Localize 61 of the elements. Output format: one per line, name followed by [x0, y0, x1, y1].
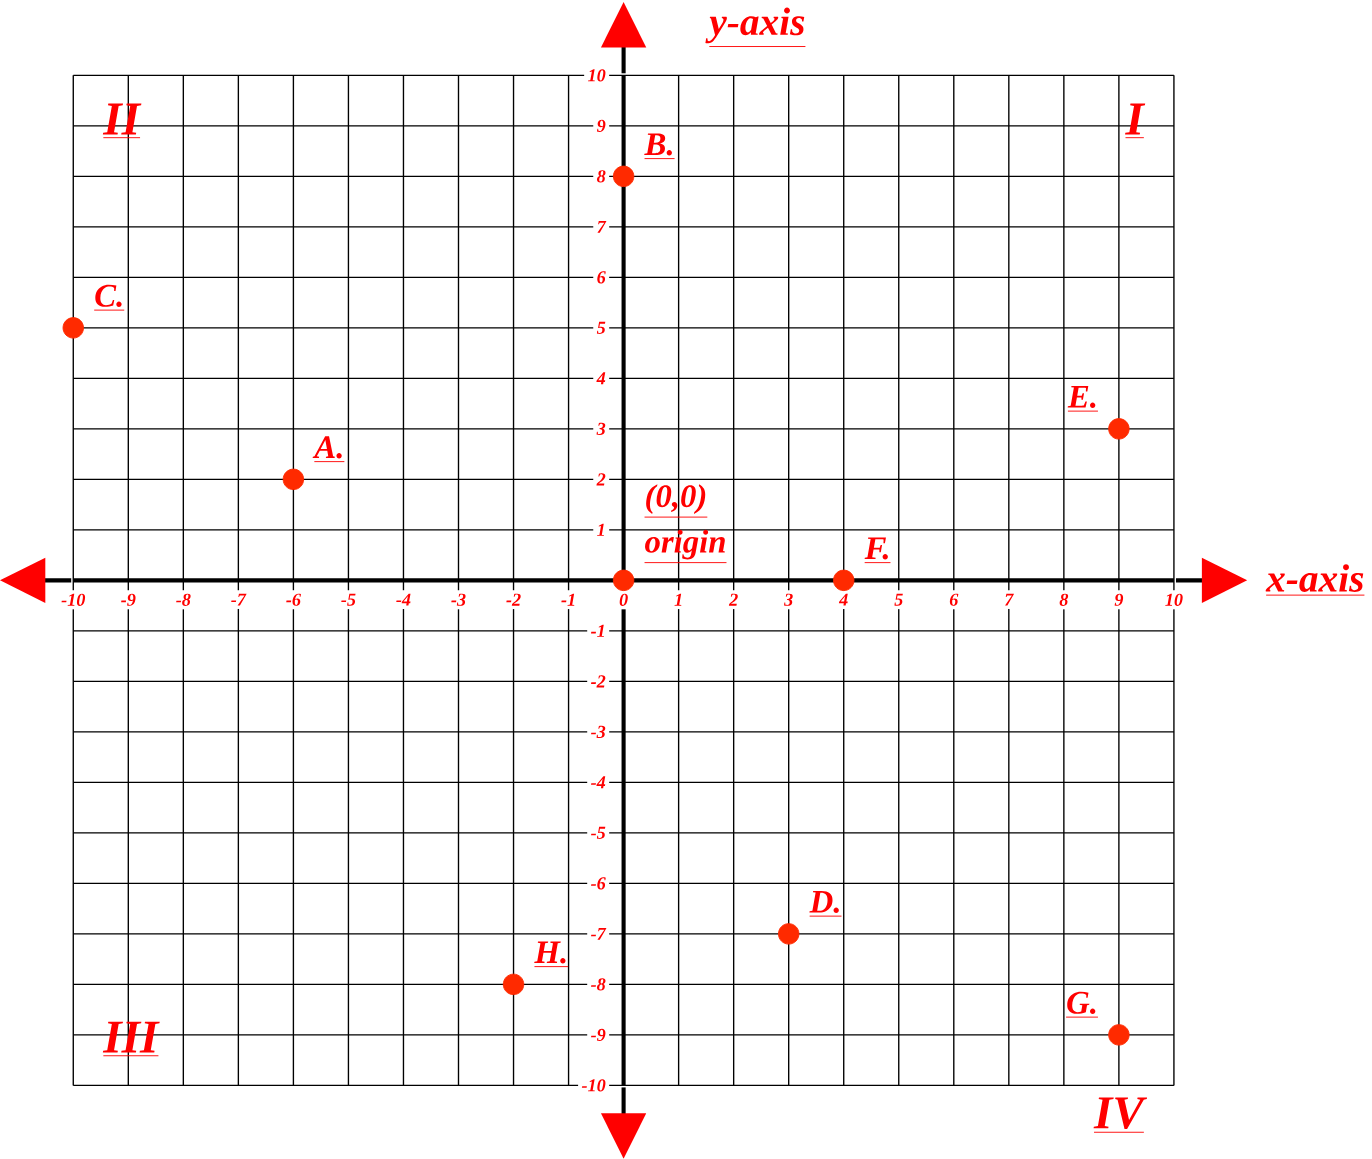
- y-tick-label: -7: [591, 928, 607, 940]
- annotation: E.: [1067, 386, 1096, 409]
- point: [833, 569, 855, 592]
- point: [612, 569, 635, 592]
- y-axis-title: y-axis: [705, 7, 805, 44]
- y-tick-label: 2: [596, 473, 606, 486]
- annotation: C.: [95, 284, 122, 308]
- y-tick-label: 8: [596, 170, 606, 183]
- x-tick-label: 9: [1114, 593, 1124, 607]
- y-tick-label: -10: [581, 1079, 606, 1092]
- point: [1108, 1024, 1130, 1046]
- x-tick-label: 10: [1165, 593, 1183, 607]
- y-tick-label: 4: [596, 372, 606, 385]
- y-tick-label: -1: [591, 625, 604, 638]
- annotation: D.: [809, 891, 839, 914]
- annotation: G.: [1067, 991, 1096, 1015]
- x-tick-label: 6: [949, 593, 959, 607]
- annotation: F.: [864, 537, 888, 560]
- x-tick-label: -10: [61, 593, 86, 607]
- x-tick-label: 8: [1059, 593, 1069, 607]
- y-tick-label: -2: [591, 675, 606, 688]
- y-tick-label: 6: [597, 271, 606, 284]
- point: [282, 468, 305, 491]
- y-tick-label: -9: [591, 1028, 606, 1042]
- x-tick-label: -6: [286, 593, 301, 607]
- x-tick-label: -1: [561, 593, 575, 606]
- point: [778, 923, 800, 945]
- y-tick-label: 9: [596, 119, 606, 133]
- x-tick-label: -4: [396, 593, 411, 606]
- y-tick-label: -6: [591, 877, 606, 890]
- point: [612, 165, 635, 188]
- x-tick-label: 0: [619, 593, 628, 607]
- x-tick-label: 4: [838, 593, 848, 606]
- point: [62, 317, 84, 339]
- text: IV: [1093, 1097, 1148, 1130]
- x-tick-label: -7: [231, 593, 247, 606]
- annotation: H.: [534, 941, 566, 964]
- y-tick-label: 5: [596, 321, 606, 335]
- annotation: A.: [312, 436, 342, 459]
- point: [1108, 418, 1130, 440]
- point: [502, 973, 525, 996]
- y-tick-label: 3: [596, 422, 606, 436]
- y-tick-label: -8: [591, 978, 606, 991]
- x-tick-label: -8: [176, 593, 191, 607]
- y-tick-label: 10: [588, 69, 606, 82]
- y-tick-label: -4: [591, 776, 606, 789]
- x-tick-label: -3: [451, 593, 466, 607]
- y-tick-label: -3: [591, 725, 606, 739]
- x-tick-label: -9: [121, 593, 136, 607]
- x-tick-label: -5: [341, 593, 356, 606]
- x-tick-label: 7: [1005, 593, 1014, 606]
- y-tick-label: -5: [591, 826, 606, 840]
- x-tick-label: -2: [506, 593, 521, 606]
- y-tick-label: 7: [597, 221, 607, 233]
- annotation: B.: [644, 133, 672, 156]
- y-tick-label: 1: [597, 524, 604, 537]
- x-tick-label: 5: [894, 593, 903, 606]
- x-tick-label: 3: [784, 593, 793, 607]
- x-tick-label: 1: [674, 593, 682, 606]
- x-tick-label: 2: [728, 593, 738, 606]
- x-axis-title: x-axis: [1265, 564, 1364, 593]
